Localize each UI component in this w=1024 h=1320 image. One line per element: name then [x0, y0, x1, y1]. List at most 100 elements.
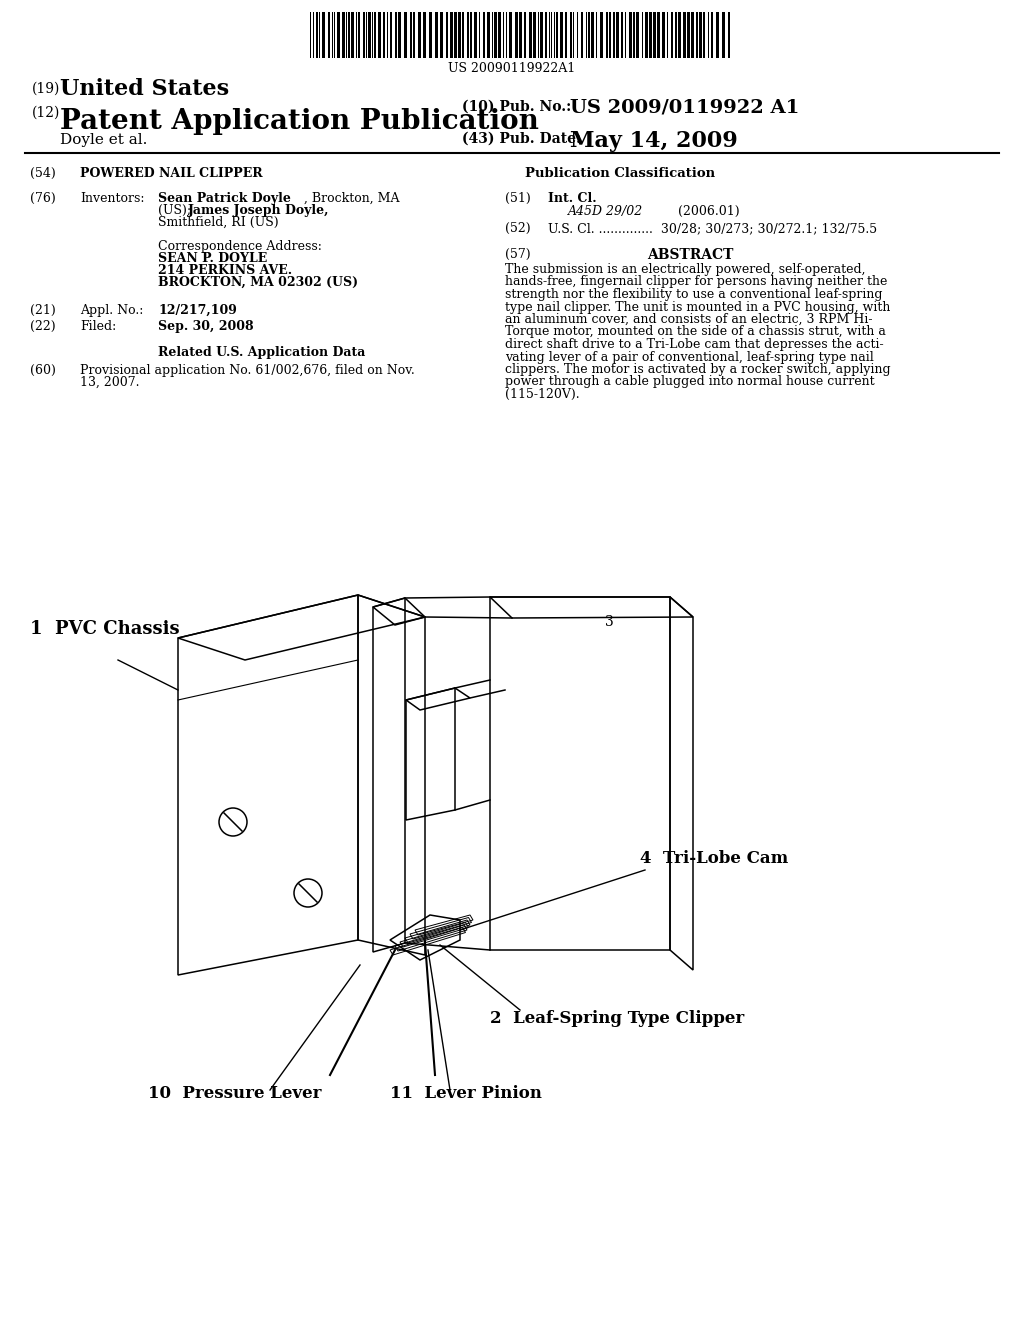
Bar [498, 12, 501, 58]
Bar [467, 12, 469, 58]
Text: (22): (22) [30, 319, 55, 333]
Text: (57): (57) [505, 248, 530, 261]
Bar [435, 12, 438, 58]
Text: 2  Leaf-Spring Type Clipper: 2 Leaf-Spring Type Clipper [490, 1010, 744, 1027]
Text: 13, 2007.: 13, 2007. [80, 376, 139, 389]
Text: Appl. No.:: Appl. No.: [80, 304, 143, 317]
Text: (76): (76) [30, 191, 55, 205]
Text: Inventors:: Inventors: [80, 191, 144, 205]
Bar [570, 12, 572, 58]
Bar [711, 12, 713, 58]
Text: (2006.01): (2006.01) [678, 205, 739, 218]
Bar [316, 12, 318, 58]
Bar [683, 12, 686, 58]
Bar [636, 12, 639, 58]
Bar [351, 12, 354, 58]
Bar [348, 12, 350, 58]
Text: Doyle et al.: Doyle et al. [60, 133, 147, 147]
Text: (54): (54) [30, 168, 55, 180]
Bar [362, 12, 365, 58]
Bar [515, 12, 518, 58]
Text: The submission is an electrically powered, self-operated,: The submission is an electrically powere… [505, 263, 865, 276]
Bar [342, 12, 345, 58]
Bar [556, 12, 558, 58]
Text: 12/217,109: 12/217,109 [158, 304, 237, 317]
Bar [621, 12, 623, 58]
Bar [358, 12, 360, 58]
Text: U.S. Cl. ..............  30/28; 30/273; 30/272.1; 132/75.5: U.S. Cl. .............. 30/28; 30/273; 3… [548, 222, 878, 235]
Text: (US);: (US); [158, 205, 191, 216]
Text: power through a cable plugged into normal house current: power through a cable plugged into norma… [505, 375, 874, 388]
Text: (115-120V).: (115-120V). [505, 388, 580, 401]
Text: BROCKTON, MA 02302 (US): BROCKTON, MA 02302 (US) [158, 276, 358, 289]
Text: Related U.S. Application Data: Related U.S. Application Data [158, 346, 366, 359]
Bar [337, 12, 340, 58]
Text: (21): (21) [30, 304, 55, 317]
Text: Provisional application No. 61/002,676, filed on Nov.: Provisional application No. 61/002,676, … [80, 364, 415, 378]
Bar [524, 12, 526, 58]
Text: (19): (19) [32, 82, 60, 96]
Text: ABSTRACT: ABSTRACT [647, 248, 733, 261]
Text: POWERED NAIL CLIPPER: POWERED NAIL CLIPPER [80, 168, 262, 180]
Bar [591, 12, 594, 58]
Bar [378, 12, 381, 58]
Bar [474, 12, 477, 58]
Bar [540, 12, 543, 58]
Text: Torque motor, mounted on the side of a chassis strut, with a: Torque motor, mounted on the side of a c… [505, 326, 886, 338]
Bar [410, 12, 412, 58]
Bar [728, 12, 730, 58]
Text: an aluminum cover, and consists of an electric, 3 RPM Hi-: an aluminum cover, and consists of an el… [505, 313, 872, 326]
Text: 214 PERKINS AVE.: 214 PERKINS AVE. [158, 264, 292, 277]
Text: Filed:: Filed: [80, 319, 117, 333]
Bar [671, 12, 673, 58]
Bar [588, 12, 590, 58]
Text: direct shaft drive to a Tri-Lobe cam that depresses the acti-: direct shaft drive to a Tri-Lobe cam tha… [505, 338, 884, 351]
Text: (51): (51) [505, 191, 530, 205]
Text: (12): (12) [32, 106, 60, 120]
Bar [606, 12, 608, 58]
Text: US 2009/0119922 A1: US 2009/0119922 A1 [570, 98, 800, 116]
Bar [494, 12, 497, 58]
Bar [696, 12, 698, 58]
Bar [418, 12, 421, 58]
Text: United States: United States [60, 78, 229, 100]
Bar [519, 12, 522, 58]
Bar [398, 12, 401, 58]
Text: 3: 3 [605, 615, 613, 630]
Bar [454, 12, 457, 58]
Bar [560, 12, 563, 58]
Bar [413, 12, 415, 58]
Bar [600, 12, 603, 58]
Bar [423, 12, 426, 58]
Bar [545, 12, 547, 58]
Text: A45D 29/02: A45D 29/02 [568, 205, 643, 218]
Bar [483, 12, 485, 58]
Bar [703, 12, 705, 58]
Bar [687, 12, 690, 58]
Bar [657, 12, 660, 58]
Bar [645, 12, 648, 58]
Bar [609, 12, 611, 58]
Bar [565, 12, 567, 58]
Bar [616, 12, 618, 58]
Bar [429, 12, 432, 58]
Bar [383, 12, 385, 58]
Bar [322, 12, 325, 58]
Bar [390, 12, 392, 58]
Bar [675, 12, 677, 58]
Bar [722, 12, 725, 58]
Text: May 14, 2009: May 14, 2009 [570, 129, 737, 152]
Text: Correspondence Address:: Correspondence Address: [158, 240, 322, 253]
Bar [581, 12, 583, 58]
Bar [446, 12, 449, 58]
Text: Sep. 30, 2008: Sep. 30, 2008 [158, 319, 254, 333]
Text: 4  Tri-Lobe Cam: 4 Tri-Lobe Cam [640, 850, 788, 867]
Bar [395, 12, 397, 58]
Text: , Brockton, MA: , Brockton, MA [304, 191, 399, 205]
Bar [529, 12, 532, 58]
Text: Sean Patrick Doyle: Sean Patrick Doyle [158, 191, 291, 205]
Bar [629, 12, 632, 58]
Text: clippers. The motor is activated by a rocker switch, applying: clippers. The motor is activated by a ro… [505, 363, 891, 376]
Bar [509, 12, 512, 58]
Bar [678, 12, 681, 58]
